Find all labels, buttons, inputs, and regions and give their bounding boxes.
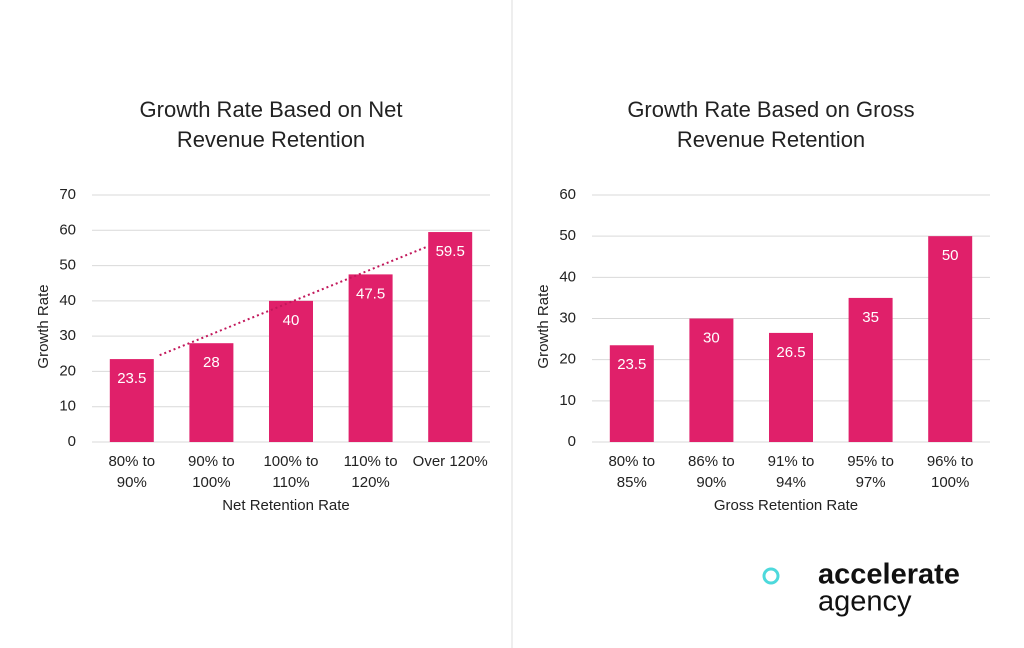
bar [269,300,313,442]
y-axis-label: Growth Rate [35,284,52,368]
x-tick-label: Over 120% [412,453,488,470]
x-tick-label: 91% to 94% [767,453,815,491]
logo-icon [762,567,780,585]
y-tick-label: 10 [559,392,576,409]
value-label: 23.5 [617,356,646,373]
x-tick-label: 100% to 110% [263,453,319,491]
value-label: 30 [703,329,720,346]
brand-line1: accelerate [818,559,960,591]
value-label: 28 [203,354,220,371]
y-axis-label: Growth Rate [535,284,552,368]
x-tick-label: 96% to 100% [926,453,974,491]
y-tick-label: 40 [559,268,576,285]
y-tick-label: 50 [59,257,76,274]
chart-title: Growth Rate Based on Net Revenue Retenti… [139,97,403,152]
x-axis-label: Gross Retention Rate [713,497,859,514]
x-tick-label: 95% to 97% [847,453,894,491]
x-tick-label: 86% to 90% [688,453,735,491]
brand-line2: agency [818,586,912,618]
bar [928,236,973,442]
x-tick-label: 80% to 90% [108,453,156,491]
y-tick-label: 50 [559,227,576,244]
value-label: 26.5 [776,344,805,361]
y-tick-label: 70 [59,186,76,203]
y-tick-label: 30 [559,309,576,326]
y-tick-label: 40 [59,292,76,309]
y-tick-label: 20 [559,351,576,368]
chart-title: Growth Rate Based on Gross Revenue Reten… [627,97,915,152]
value-label: 47.5 [356,285,385,302]
value-label: 35 [862,309,879,326]
y-tick-label: 30 [59,327,76,344]
value-label: 50 [942,247,959,264]
y-tick-label: 60 [559,186,576,203]
bar [189,343,234,442]
bar [769,332,813,442]
x-tick-label: 90% to 100% [188,453,235,491]
value-label: 23.5 [117,370,146,387]
bar [348,274,393,442]
bar [109,359,154,442]
value-label: 40 [283,312,300,329]
bar [428,232,473,442]
x-tick-label: 80% to 85% [608,453,656,491]
y-tick-label: 20 [59,362,76,379]
bar [689,318,734,442]
x-axis-label: Net Retention Rate [222,497,350,514]
x-tick-label: 110% to 120% [343,453,398,491]
bar [609,345,654,442]
y-tick-label: 60 [59,221,76,238]
y-tick-label: 10 [59,398,76,415]
y-tick-label: 0 [568,433,576,450]
y-tick-label: 0 [68,433,76,450]
bar [848,297,893,442]
value-label: 59.5 [436,243,465,260]
